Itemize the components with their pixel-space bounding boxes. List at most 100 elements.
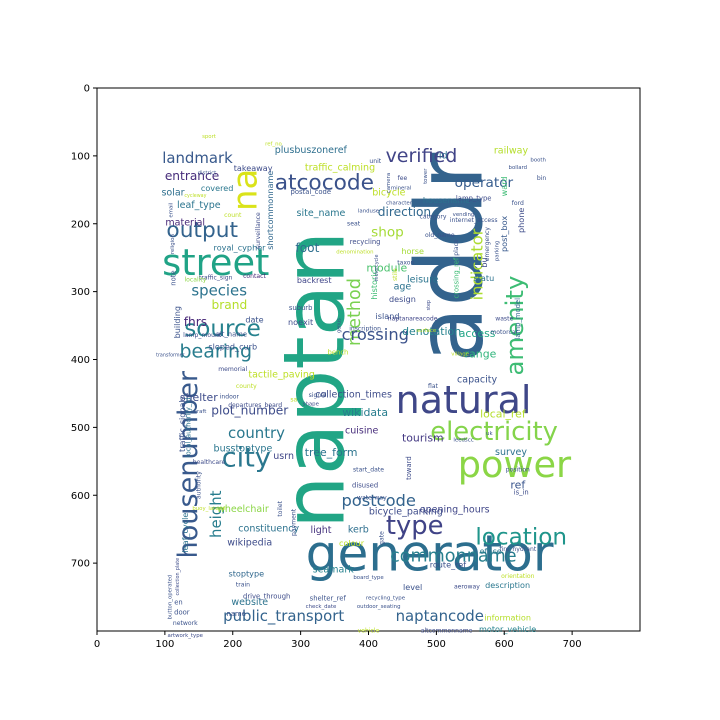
- word-173: village: [451, 352, 469, 358]
- word-11: commonname: [390, 546, 517, 566]
- word-172: surface: [416, 328, 437, 334]
- word-59: kerb: [348, 524, 369, 535]
- word-62: stoptype: [229, 568, 265, 578]
- word-18: method: [345, 278, 365, 346]
- word-53: usrn: [273, 451, 294, 462]
- word-85: leisure: [407, 275, 439, 286]
- word-117: memorial: [218, 366, 247, 373]
- word-95: internet_access: [450, 217, 498, 224]
- word-34: plot_number: [211, 403, 289, 417]
- word-66: information: [484, 612, 531, 622]
- word-47: wikidata: [342, 406, 388, 419]
- word-61: website: [231, 597, 268, 608]
- word-160: takeaway: [234, 163, 273, 173]
- word-122: healthcare: [193, 459, 226, 466]
- word-67: motor_vehicle: [479, 624, 536, 634]
- word-144: outdoor_seating: [357, 604, 401, 610]
- word-17: atcocode: [275, 171, 374, 196]
- word-107: noexit: [288, 317, 313, 327]
- word-147: drive_through: [243, 592, 290, 600]
- word-83: historic: [369, 270, 379, 300]
- word-165: denomination: [336, 249, 373, 255]
- word-109: lamp_mount: [183, 332, 222, 339]
- word-73: plusbuszoneref: [275, 145, 348, 156]
- word-181: character: [386, 200, 413, 206]
- word-94: lamp_type: [456, 195, 492, 203]
- word-26: landmark: [162, 149, 233, 167]
- word-13: source: [184, 316, 261, 342]
- word-20: crossing: [342, 325, 409, 344]
- word-27: species: [191, 281, 247, 299]
- word-42: local_ref: [480, 407, 527, 420]
- word-110: date: [245, 314, 263, 324]
- word-90: bu: [479, 257, 489, 267]
- y-tick-label-4: 400: [71, 355, 90, 366]
- word-190: ford: [512, 200, 524, 207]
- word-12: type: [386, 511, 444, 541]
- word-56: wheelchair: [217, 504, 269, 515]
- word-102: building: [172, 306, 182, 338]
- word-31: entrance: [165, 169, 219, 183]
- x-tick-label-0: 0: [94, 639, 100, 650]
- word-89: statu: [474, 273, 495, 283]
- word-30: shop: [371, 225, 404, 241]
- word-113: naptanareacode: [388, 315, 438, 322]
- word-182: mineral: [391, 185, 412, 191]
- word-35: direction: [378, 205, 431, 219]
- y-tick-label-3: 300: [71, 287, 90, 298]
- word-15: amenity: [500, 276, 529, 376]
- y-tick-label-6: 600: [71, 491, 90, 502]
- word-104: locality: [184, 277, 206, 284]
- x-tick-label-2: 200: [223, 639, 242, 650]
- word-28: country: [228, 424, 285, 442]
- word-54: tree_form: [305, 446, 358, 459]
- word-103: traffic_sign: [199, 275, 233, 282]
- word-99: shortcommonname: [265, 171, 275, 250]
- word-133: uk: [486, 431, 493, 437]
- word-111: sloped_curb: [208, 342, 257, 352]
- word-123: buoy_lateral: [192, 506, 225, 512]
- word-148: train: [236, 581, 250, 588]
- word-4: power: [458, 443, 572, 486]
- word-70: railway: [494, 146, 529, 157]
- y-tick-label-1: 100: [71, 151, 90, 162]
- word-186: unit: [369, 158, 381, 165]
- word-127: toward: [405, 456, 413, 480]
- word-130: sa: [290, 397, 297, 404]
- word-167: stile: [392, 268, 399, 281]
- word-188: booth: [530, 158, 546, 164]
- word-169: step: [426, 300, 432, 310]
- word-139: altcommonname: [421, 628, 473, 635]
- word-22: indicator: [468, 228, 487, 300]
- x-tick-label-7: 700: [563, 639, 582, 650]
- word-69: office: [480, 546, 502, 556]
- word-185: tower: [423, 168, 429, 184]
- word-125: disused: [352, 482, 378, 490]
- word-72: traffic_calming: [305, 163, 375, 174]
- word-163: recycling: [350, 238, 381, 246]
- word-33: fhrs: [184, 315, 207, 329]
- word-114: traffic_signals: [177, 396, 187, 452]
- word-76: housename: [423, 195, 470, 205]
- word-45: opening_hours: [420, 505, 490, 516]
- word-2: generator: [306, 523, 554, 582]
- word-43: survey: [495, 447, 527, 458]
- word-19: bearing: [179, 340, 252, 362]
- x-tick-label-6: 600: [495, 639, 514, 650]
- x-tick-label-3: 300: [291, 639, 310, 650]
- word-65: description: [485, 580, 530, 590]
- word-198: transformer: [156, 353, 184, 359]
- word-180: vending: [453, 212, 475, 218]
- word-5: street: [162, 241, 269, 284]
- x-axis: 0 100 200 300 400 500 600 700: [94, 631, 582, 650]
- word-39: access: [459, 327, 496, 340]
- word-74: site_name: [297, 208, 346, 219]
- word-152: network: [173, 620, 198, 627]
- word-143: recycling_type: [366, 595, 406, 601]
- word-48: collection_times: [315, 389, 392, 400]
- word-32: brand: [212, 298, 248, 312]
- word-80: material: [165, 218, 205, 229]
- word-24: public_transport: [223, 607, 344, 625]
- word-3: natural: [396, 378, 532, 422]
- word-193: district: [198, 171, 217, 177]
